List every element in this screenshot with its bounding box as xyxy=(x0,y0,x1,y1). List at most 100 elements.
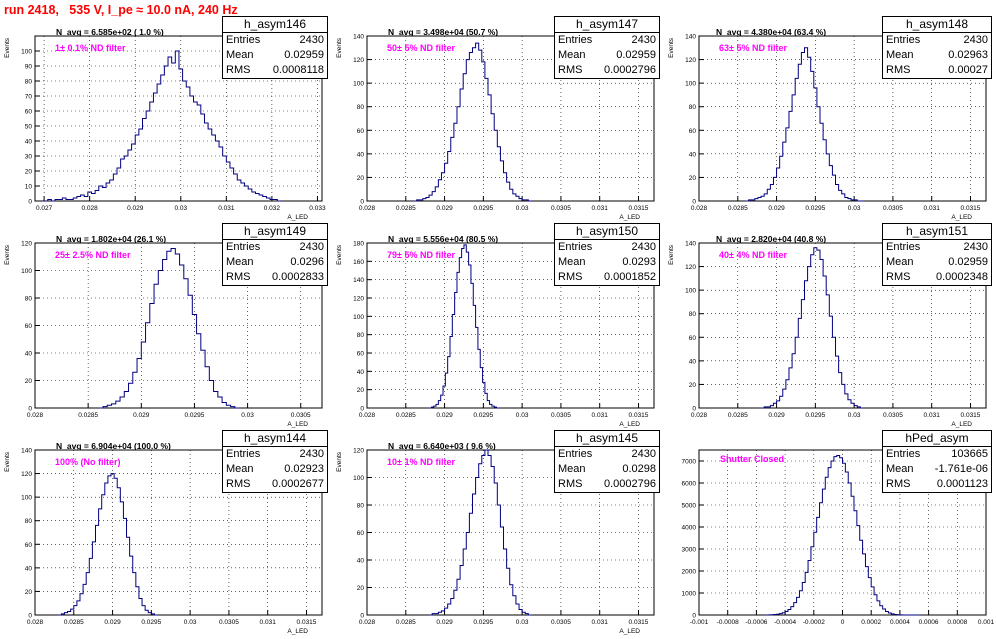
y-tick-label: 7000 xyxy=(682,459,697,466)
stats-box: hPed_asym Entries 103665 Mean -1.761e-06 RMS 0… xyxy=(882,430,992,493)
y-tick-label: 2000 xyxy=(682,569,697,576)
histogram-pad-hPed_asym: -0.001 -0.0008 -0.0006 -0.0004 -0.0002 0 0.000… xyxy=(664,430,996,639)
y-tick-label: 6000 xyxy=(682,481,697,488)
stats-row-rms: RMS 0.0002833 xyxy=(223,270,327,285)
x-tick-label: 0.033 xyxy=(309,205,326,212)
histogram-name: hPed_asym xyxy=(883,431,991,447)
stats-key: RMS xyxy=(886,64,911,76)
stats-row-rms: RMS 0.0008118 xyxy=(223,63,327,78)
y-tick-label: 20 xyxy=(689,175,697,182)
histogram-pad-h_asym145: 0.028 0.0285 0.029 0.0295 0.03 0.0305 0.031 0.0… xyxy=(332,430,664,639)
x-tick-label: 0.03 xyxy=(516,412,529,419)
histogram-line-h_asym151 xyxy=(761,247,864,409)
histogram-svg: 0.028 0.0285 0.029 0.0295 0.03 0.0305 0.031 0.0… xyxy=(668,241,987,428)
histogram-svg: 0.027 0.028 0.029 0.03 0.031 0.032 0.033 0 10 20 3… xyxy=(4,35,326,221)
x-tick-label: 0.0315 xyxy=(629,412,649,419)
y-tick-label: 100 xyxy=(21,49,32,56)
x-tick-label: 0.0285 xyxy=(396,412,416,419)
stats-key: Entries xyxy=(226,448,261,460)
x-tick-label: 0.0305 xyxy=(291,412,311,419)
stats-value: 0.0293 xyxy=(622,256,656,268)
n-avg-label: N_avg = 1.802e+04 (26.1 %) xyxy=(56,234,167,244)
histogram-name: h_asym151 xyxy=(883,224,991,240)
x-tick-label: 0.0315 xyxy=(961,412,981,419)
x-tick-label: 0.028 xyxy=(691,412,708,419)
y-tick-label: 40 xyxy=(25,351,33,358)
y-tick-label: 0 xyxy=(28,406,32,413)
histogram-name: h_asym146 xyxy=(223,17,327,33)
histogram-name: h_asym144 xyxy=(223,431,327,447)
stats-row-entries: Entries 2430 xyxy=(555,447,659,462)
y-tick-label: 80 xyxy=(357,503,365,510)
n-avg-label: N_avg = 3.498e+04 (50.7 %) xyxy=(388,27,499,37)
stats-key: RMS xyxy=(558,271,583,283)
y-tick-label: 140 xyxy=(21,448,32,455)
x-tick-label: 0.0315 xyxy=(629,205,649,212)
stats-row-entries: Entries 2430 xyxy=(223,447,327,462)
plot-frame xyxy=(366,35,655,202)
histogram-line-h_asym148 xyxy=(745,47,864,202)
x-tick-label: 0.0006 xyxy=(919,619,939,626)
filter-label: 1± 0.1% ND filter xyxy=(55,43,126,53)
x-axis-label: A_LED xyxy=(619,421,640,428)
y-axis-label: Events xyxy=(4,451,11,472)
y-tick-label: 100 xyxy=(353,475,364,482)
stats-value: 0.0002833 xyxy=(272,271,324,283)
stats-row-mean: Mean 0.02959 xyxy=(883,255,991,270)
stats-key: Mean xyxy=(886,49,914,61)
stats-value: 0.02959 xyxy=(948,256,988,268)
x-tick-label: 0.0305 xyxy=(219,619,239,626)
x-tick-label: 0.029 xyxy=(436,412,453,419)
x-tick-label: 0.0004 xyxy=(890,619,910,626)
filter-label: 63± 5% ND filter xyxy=(719,43,787,53)
stats-key: Mean xyxy=(886,256,914,268)
y-tick-label: 20 xyxy=(357,175,365,182)
histogram-pad-h_asym149: 0.028 0.0285 0.029 0.0295 0.03 0.0305 0 20 40 60 8… xyxy=(0,223,332,432)
stats-row-entries: Entries 2430 xyxy=(223,240,327,255)
histogram-pad-h_asym148: 0.028 0.0285 0.029 0.0295 0.03 0.0305 0.031 0.0… xyxy=(664,16,996,225)
plot-frame xyxy=(366,242,655,409)
y-tick-label: 20 xyxy=(357,585,365,592)
stats-box: h_asym150 Entries 2430 Mean 0.0293 RMS 0.00018… xyxy=(554,223,660,286)
y-tick-label: 0 xyxy=(692,199,696,206)
y-tick-label: 140 xyxy=(353,277,364,284)
x-tick-label: 0.0295 xyxy=(805,412,825,419)
y-tick-label: 30 xyxy=(25,154,33,161)
y-tick-label: 100 xyxy=(685,288,696,295)
stats-key: RMS xyxy=(558,64,583,76)
x-tick-label: -0.0004 xyxy=(774,619,796,626)
x-tick-label: 0.0008 xyxy=(947,619,967,626)
x-tick-label: 0.027 xyxy=(36,205,53,212)
plot-frame xyxy=(34,449,323,616)
stats-key: Mean xyxy=(558,256,586,268)
n-avg-label: N_avg = 6.585e+02 ( 1.0 %) xyxy=(56,27,164,37)
y-tick-label: 60 xyxy=(357,128,365,135)
x-axis-label: A_LED xyxy=(287,628,308,635)
y-tick-label: 80 xyxy=(25,296,33,303)
x-tick-label: 0.028 xyxy=(359,412,376,419)
y-tick-label: 40 xyxy=(25,139,33,146)
x-tick-label: 0.031 xyxy=(924,205,941,212)
y-tick-label: 3000 xyxy=(682,547,697,554)
stats-key: Mean xyxy=(886,463,914,475)
stats-key: Mean xyxy=(558,49,586,61)
y-tick-label: 60 xyxy=(357,530,365,537)
y-axis-label: Events xyxy=(668,37,675,58)
y-tick-label: 80 xyxy=(357,104,365,111)
stats-row-rms: RMS 0.0002796 xyxy=(555,63,659,78)
stats-value: 0.02959 xyxy=(616,49,656,61)
y-tick-label: 0 xyxy=(360,199,364,206)
y-tick-label: 0 xyxy=(28,613,32,620)
y-tick-label: 60 xyxy=(689,335,697,342)
y-tick-label: 100 xyxy=(353,314,364,321)
x-axis-label: A_LED xyxy=(619,628,640,635)
x-tick-label: 0.029 xyxy=(436,619,453,626)
histogram-line-hPed_asym xyxy=(765,455,920,616)
stats-key: RMS xyxy=(886,271,911,283)
y-tick-label: 1000 xyxy=(682,591,697,598)
y-tick-label: 120 xyxy=(21,241,32,248)
y-tick-label: 60 xyxy=(25,109,33,116)
x-tick-label: 0.031 xyxy=(592,205,609,212)
plot-frame xyxy=(34,35,323,202)
x-tick-label: 0.0295 xyxy=(473,412,493,419)
